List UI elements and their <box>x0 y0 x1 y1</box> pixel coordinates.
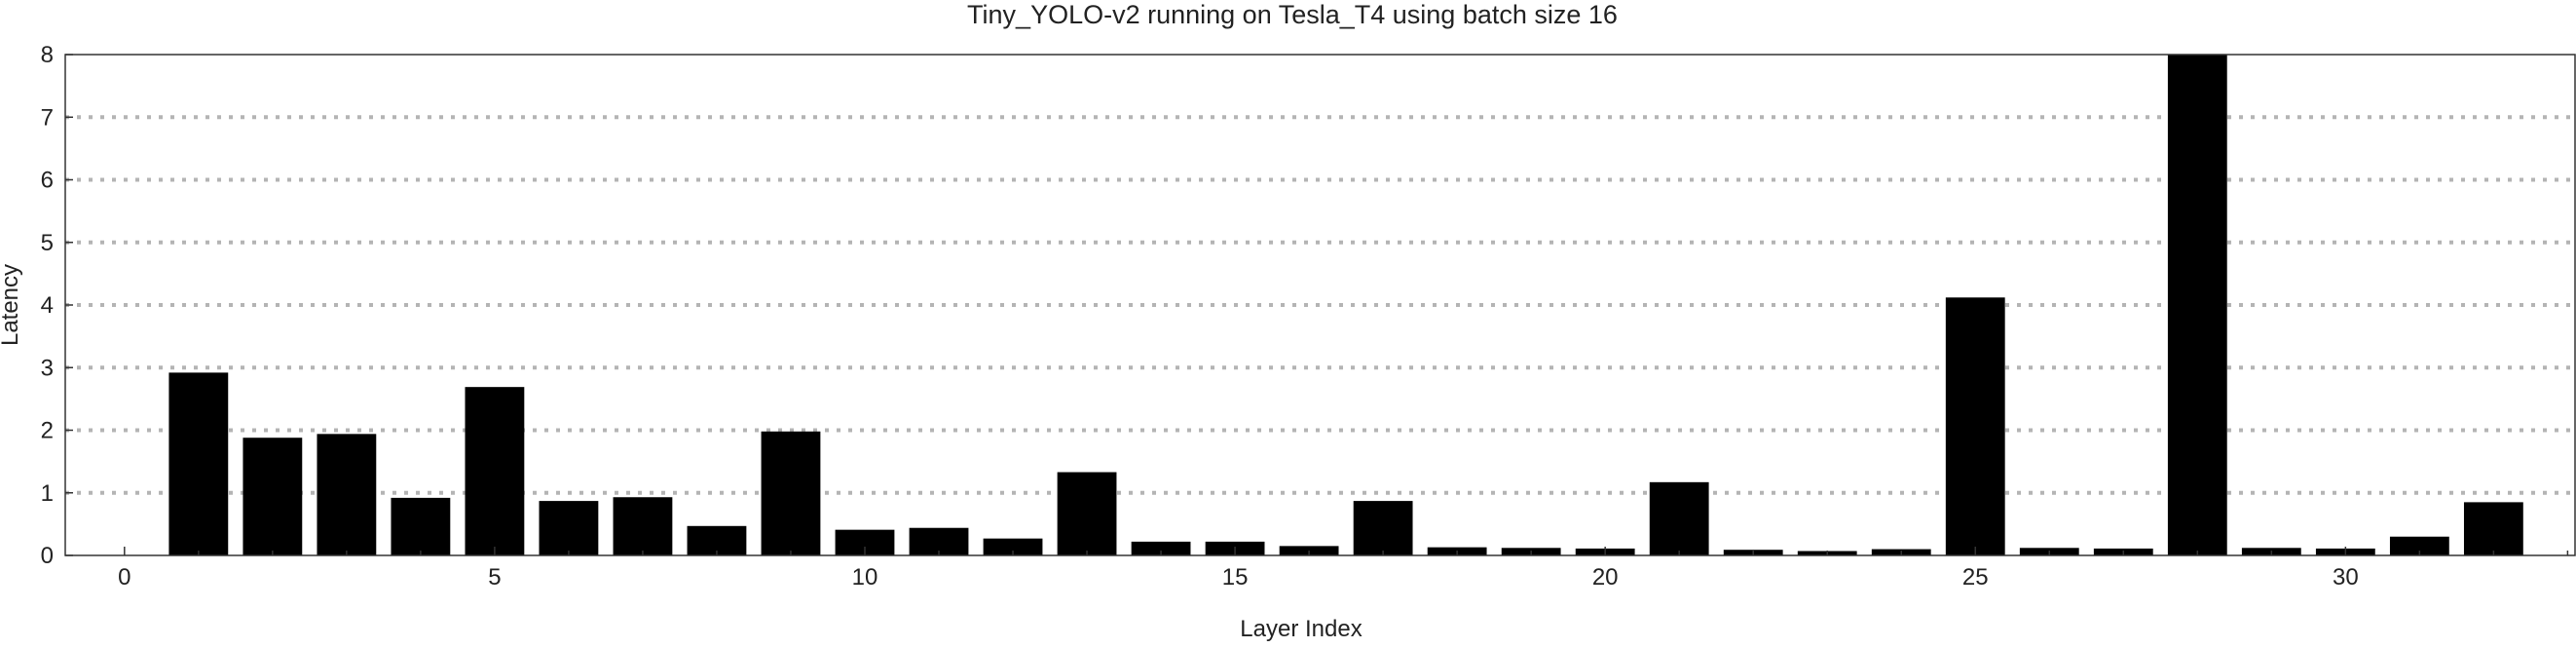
bar <box>2389 536 2449 555</box>
bar <box>1353 501 1413 555</box>
bar <box>243 438 303 555</box>
y-tick-label: 1 <box>41 480 54 507</box>
bar <box>465 387 525 555</box>
bar <box>761 431 821 555</box>
bar <box>168 372 229 555</box>
y-tick-label: 6 <box>41 168 54 194</box>
y-tick-label: 8 <box>41 42 54 68</box>
bar <box>687 525 747 555</box>
bar <box>2167 55 2227 555</box>
bar <box>317 434 377 555</box>
x-axis-label: Layer Index <box>1240 616 1362 642</box>
bar <box>1945 297 2005 555</box>
bar <box>983 538 1043 555</box>
x-tick-label: 10 <box>852 564 878 591</box>
bar <box>539 501 599 555</box>
bar <box>2463 502 2523 555</box>
x-tick-label: 30 <box>2333 564 2359 591</box>
y-tick-label: 4 <box>41 292 54 319</box>
x-tick-label: 15 <box>1222 564 1249 591</box>
y-tick-label: 5 <box>41 230 54 256</box>
x-tick-label: 20 <box>1592 564 1619 591</box>
x-tick-label: 0 <box>118 564 131 591</box>
bar <box>1649 481 1709 555</box>
bars <box>168 55 2523 555</box>
axis-ticks: 0 1 2 3 4 5 6 7 8 0 5 10 15 20 25 30 <box>41 42 2569 591</box>
y-tick-label: 7 <box>41 104 54 131</box>
y-tick-label: 3 <box>41 355 54 381</box>
y-tick-label: 0 <box>41 543 54 569</box>
bar <box>391 497 451 555</box>
bar <box>1057 472 1117 555</box>
x-tick-label: 5 <box>488 564 501 591</box>
bar <box>613 497 673 555</box>
chart-title: Tiny_YOLO-v2 running on Tesla_T4 using b… <box>967 0 1618 29</box>
y-axis-label: Latency <box>0 264 23 346</box>
y-tick-label: 2 <box>41 418 54 444</box>
bar <box>1131 541 1191 555</box>
x-tick-label: 25 <box>1962 564 1989 591</box>
